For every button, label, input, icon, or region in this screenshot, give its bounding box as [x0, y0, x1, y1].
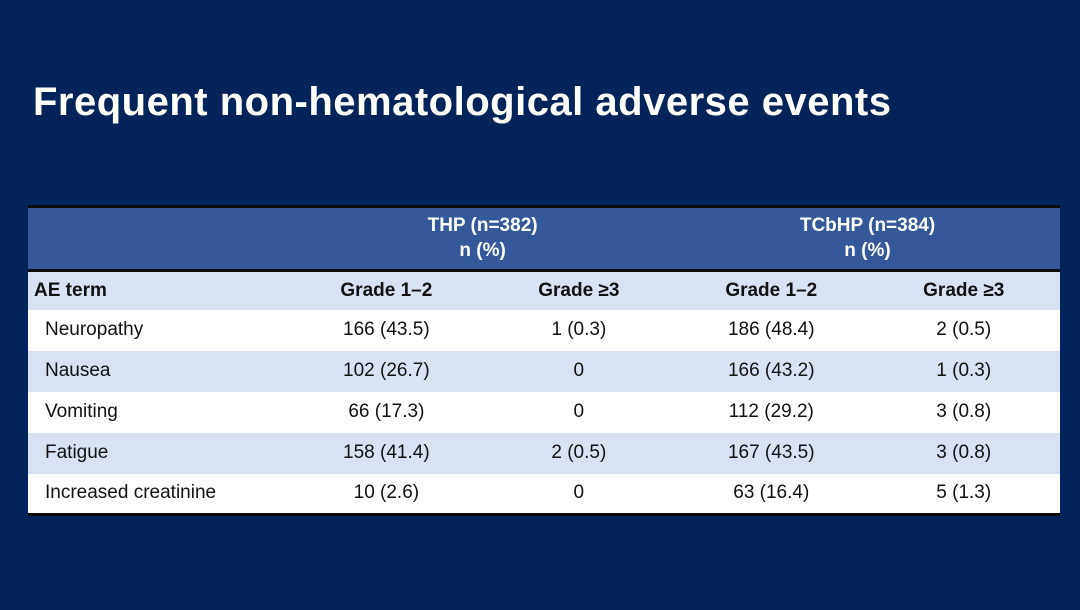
value-cell: 0 [573, 482, 585, 504]
value-cell: 166 (43.5) [343, 319, 430, 340]
column-header-thp-grade12: Grade 1–2 [290, 270, 483, 310]
value-cell: 2 (0.5) [936, 319, 992, 340]
table-row-neuropathy: Neuropathy 166 (43.5) 1 (0.3) 186 (48.4)… [28, 309, 1060, 351]
group-header-row: THP (n=382) n (%) TCbHP (n=384) n (%) [28, 206, 1060, 272]
value-cell: 5 (1.3) [936, 482, 992, 504]
column-header-ae-term: AE term [28, 270, 291, 310]
adverse-events-table-container: THP (n=382) n (%) TCbHP (n=384) n (%) AE… [28, 205, 1060, 516]
table-row-vomiting: Vomiting 66 (17.3) 0 112 (29.2) 3 (0.8) [28, 391, 1060, 433]
value-cell: 10 (2.6) [353, 482, 420, 504]
group-header-tcbhp: TCbHP (n=384) n (%) [675, 206, 1060, 272]
ae-term-cell: Increased creatinine [45, 482, 217, 504]
group-header-tcbhp-title: TCbHP (n=384) [799, 214, 936, 236]
value-cell: 2 (0.5) [551, 442, 607, 463]
value-cell: 102 (26.7) [343, 360, 430, 381]
group-header-thp-title: THP (n=382) [427, 214, 538, 236]
column-header-tcbhp-grade3: Grade ≥3 [867, 270, 1060, 310]
value-cell: 0 [573, 360, 585, 381]
value-cell: 3 (0.8) [936, 401, 992, 422]
page-title: Frequent non-hematological adverse event… [33, 80, 892, 124]
value-cell: 158 (41.4) [343, 442, 430, 463]
value-cell: 1 (0.3) [551, 319, 607, 340]
column-header-tcbhp-grade12: Grade 1–2 [675, 270, 868, 310]
value-cell: 3 (0.8) [936, 442, 992, 463]
value-cell: 1 (0.3) [936, 360, 992, 381]
adverse-events-table: THP (n=382) n (%) TCbHP (n=384) n (%) AE… [28, 205, 1060, 516]
table-row-nausea: Nausea 102 (26.7) 0 166 (43.2) 1 (0.3) [28, 350, 1060, 392]
group-header-thp-subtitle: n (%) [459, 239, 506, 261]
table-row-fatigue: Fatigue 158 (41.4) 2 (0.5) 167 (43.5) 3 … [28, 432, 1060, 474]
value-cell: 0 [573, 401, 585, 422]
group-header-tcbhp-subtitle: n (%) [844, 239, 891, 261]
value-cell: 167 (43.5) [727, 442, 815, 463]
group-header-thp: THP (n=382) n (%) [290, 206, 676, 272]
ae-term-cell: Neuropathy [45, 319, 144, 340]
ae-term-cell: Vomiting [45, 401, 118, 422]
value-cell: 112 (29.2) [728, 401, 814, 422]
column-header-thp-grade3: Grade ≥3 [482, 270, 676, 310]
group-header-spacer [28, 206, 291, 272]
table-row-increased-creatinine: Increased creatinine 10 (2.6) 0 63 (16.4… [28, 473, 1060, 515]
column-header-row: AE term Grade 1–2 Grade ≥3 Grade 1–2 Gra… [28, 270, 1060, 310]
ae-term-cell: Fatigue [45, 442, 109, 463]
value-cell: 63 (16.4) [733, 482, 810, 504]
value-cell: 186 (48.4) [727, 319, 815, 340]
ae-term-cell: Nausea [45, 360, 111, 381]
value-cell: 66 (17.3) [348, 401, 425, 422]
value-cell: 166 (43.2) [727, 360, 815, 381]
